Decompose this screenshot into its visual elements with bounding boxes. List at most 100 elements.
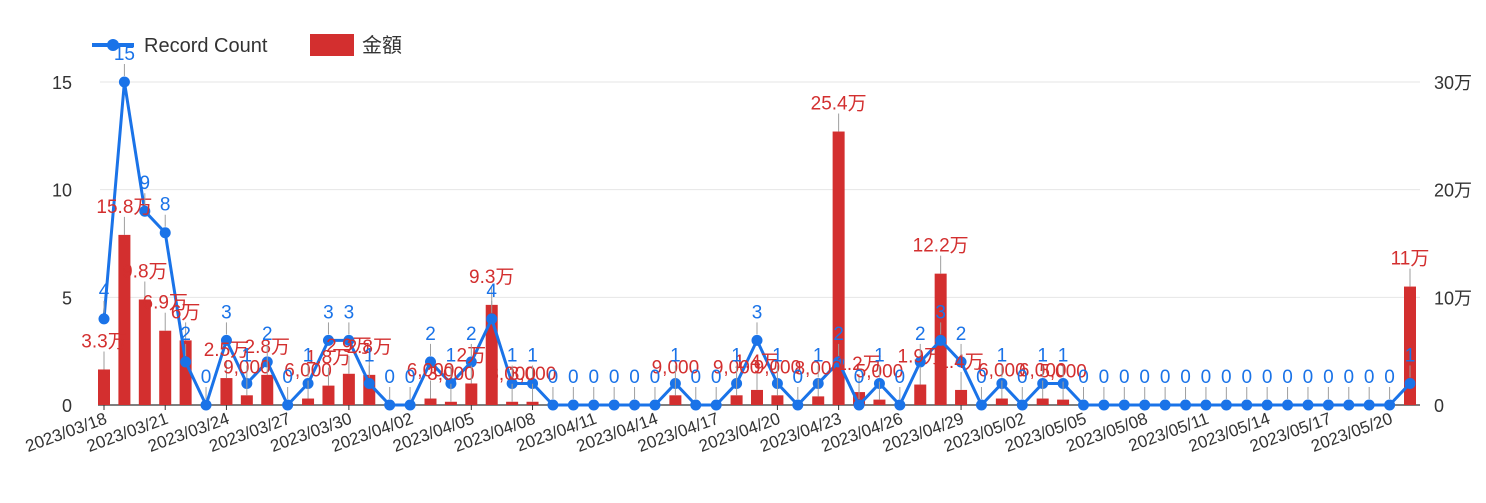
legend-label-amount: 金額 (362, 34, 402, 57)
bar (465, 383, 478, 405)
bar-data-label: 1.4万 (938, 352, 983, 373)
bar-data-label: 9.3万 (469, 267, 514, 288)
y-left-tick-label: 5 (62, 288, 72, 308)
bar (444, 401, 457, 405)
line-data-label: 0 (1282, 367, 1293, 388)
line-point (404, 399, 416, 411)
gridlines (100, 81, 1420, 298)
line-point (1220, 399, 1232, 411)
line-point (527, 377, 539, 389)
line-data-label: 1 (364, 345, 375, 366)
bar (1036, 398, 1049, 405)
line-data-label: 0 (1180, 367, 1191, 388)
line-data-label: 0 (548, 367, 559, 388)
line-point (588, 399, 600, 411)
bar-data-label: 9.8万 (122, 261, 167, 282)
line-point (608, 399, 620, 411)
line-data-label: 0 (1221, 367, 1232, 388)
bar-data-label: 6万 (171, 302, 201, 323)
bar (261, 374, 274, 405)
line-data-label: 15 (114, 44, 135, 65)
line-point (343, 334, 355, 346)
line-point (853, 399, 865, 411)
bar-data-label: 3.3万 (81, 331, 126, 352)
line-data-label: 0 (690, 367, 701, 388)
line-data-label: 0 (711, 367, 722, 388)
line-point (1261, 399, 1273, 411)
line-point (955, 356, 967, 368)
bar (179, 340, 192, 405)
line-data-label: 1 (997, 345, 1008, 366)
line-data-label: 0 (1201, 367, 1212, 388)
line-data-label: 3 (752, 302, 763, 323)
line-data-label: 0 (1303, 367, 1314, 388)
line-data-label: 3 (221, 302, 232, 323)
line-data-label: 2 (180, 324, 191, 345)
y-right-tick-label: 30万 (1434, 73, 1472, 93)
legend-item-amount[interactable]: 金額 (310, 34, 402, 57)
line-point (935, 334, 947, 346)
line-data-label: 8 (160, 195, 171, 216)
bar-data-label: 1.8万 (306, 348, 351, 369)
y-left-tick-label: 15 (52, 73, 72, 93)
line-data-label: 1 (1405, 345, 1416, 366)
line-data-label: 0 (895, 367, 906, 388)
line-point (1078, 399, 1089, 411)
line-data-label: 4 (99, 281, 110, 302)
bar-data-label: 2.8万 (347, 337, 392, 358)
bar (730, 395, 743, 405)
line-point (506, 377, 518, 389)
line-point (833, 356, 845, 368)
bar (1057, 399, 1070, 405)
line-point (547, 399, 559, 411)
line-point (445, 377, 457, 389)
line-point (1241, 399, 1253, 411)
data-labels: 3.3万15.8万9.8万6.9万6万2.5万9,0002.8万6,0001.8… (81, 44, 1429, 402)
line-data-label: 1 (731, 345, 742, 366)
bar (955, 389, 968, 405)
line-data-label: 1 (813, 345, 824, 366)
line-point (363, 377, 375, 389)
legend-item-record-count[interactable]: Record Count (92, 35, 268, 57)
line-point (139, 205, 151, 217)
bar (240, 395, 253, 405)
line-point (180, 356, 192, 368)
bar (342, 373, 355, 405)
bar (322, 385, 335, 405)
line-data-label: 2 (915, 324, 926, 345)
line-point (220, 334, 232, 346)
bar (751, 389, 763, 405)
bar (669, 395, 682, 405)
bar (995, 398, 1008, 405)
line-data-label: 2 (833, 324, 844, 345)
line-point (1302, 399, 1314, 411)
bar-data-label: 6,000 (407, 361, 455, 382)
line-point (282, 399, 294, 411)
line-point (1363, 399, 1375, 411)
bar-data-label: 25.4万 (811, 94, 867, 115)
line-point (1159, 399, 1171, 411)
line-data-label: 0 (384, 367, 395, 388)
line-point (1118, 399, 1130, 411)
bar (302, 398, 315, 405)
line-data-label: 1 (303, 345, 314, 366)
bar-data-label: 2.9万 (326, 336, 371, 357)
line-point (894, 399, 906, 411)
line-data-label: 0 (1343, 367, 1354, 388)
line-point (649, 399, 661, 411)
bar (98, 369, 110, 405)
line-data-label: 0 (1384, 367, 1395, 388)
bar (118, 234, 131, 405)
line-data-label: 3 (323, 302, 334, 323)
bar (220, 378, 233, 405)
line-point (486, 313, 498, 325)
line-data-label: 9 (140, 173, 151, 194)
y-left-tick-label: 0 (62, 396, 72, 416)
line-data-label: 0 (1017, 367, 1028, 388)
line-point (425, 356, 436, 368)
line-data-label: 0 (201, 367, 212, 388)
bar-data-label: 12.2万 (913, 236, 969, 257)
line-point (1404, 377, 1416, 389)
line-data-label: 0 (1364, 367, 1375, 388)
line-point (98, 313, 110, 325)
